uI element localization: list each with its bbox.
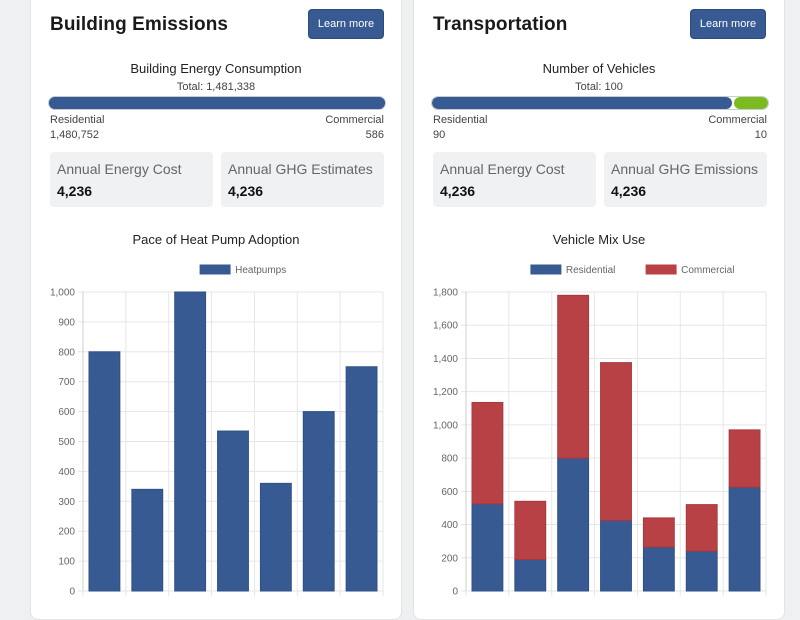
transport-learn-more-button[interactable]: Learn more — [690, 9, 766, 39]
vehicles-bar — [432, 97, 768, 109]
heat-pump-chart: Heatpumps 0 100 200 300 400 500 600 700 800 900 1,0… — [50, 264, 384, 598]
bar-residential — [514, 558, 547, 592]
y-tick-label: 1,600 — [433, 321, 458, 332]
y-tick-label: 800 — [441, 454, 458, 465]
bar-residential — [557, 457, 590, 592]
legend-label: Heatpumps — [235, 265, 286, 276]
stat-value: 4,236 — [440, 183, 476, 199]
bar-heatpumps — [131, 488, 164, 592]
vehicles-residential-fill — [432, 97, 733, 109]
building-consumption-title: Building Energy Consumption — [130, 61, 302, 76]
stat-label: Annual Energy Cost — [57, 161, 182, 177]
y-tick-label: 1,800 — [433, 288, 458, 299]
building-ghg-box: Annual GHG Estimates 4,236 — [221, 152, 384, 207]
bar-residential — [728, 486, 761, 592]
vehicles-total: Total: 100 — [575, 81, 623, 93]
bar-commercial — [642, 517, 675, 548]
building-residential-label: Residential — [50, 114, 105, 126]
y-tick-label: 400 — [58, 467, 75, 478]
stat-label: Annual GHG Estimates — [228, 161, 373, 177]
building-residential-value: 1,480,752 — [50, 129, 99, 141]
legend-swatch — [199, 264, 231, 275]
building-residential-fill — [49, 97, 385, 109]
building-commercial-label: Commercial — [325, 114, 384, 126]
building-energy-cost-box: Annual Energy Cost 4,236 — [50, 152, 213, 207]
bar-heatpumps — [345, 366, 378, 592]
bar-commercial — [557, 294, 590, 459]
legend-label: Residential — [566, 265, 615, 276]
heat-pump-chart-title: Pace of Heat Pump Adoption — [132, 232, 300, 247]
y-tick-label: 400 — [441, 520, 458, 531]
building-total: Total: 1,481,338 — [176, 81, 256, 93]
y-tick-label: 200 — [58, 527, 75, 538]
y-tick-label: 1,400 — [433, 354, 458, 365]
y-tick-label: 1,200 — [433, 387, 458, 398]
y-tick-label: 1,000 — [50, 288, 75, 299]
bar-commercial — [514, 500, 547, 560]
transportation-title: Transportation — [433, 14, 568, 35]
y-tick-label: 900 — [58, 317, 75, 328]
bar-commercial — [471, 401, 504, 505]
building-emissions-title: Building Emissions — [50, 14, 229, 35]
transport-energy-cost-box: Annual Energy Cost 4,236 — [433, 152, 596, 207]
y-tick-label: 500 — [58, 437, 75, 448]
bar-heatpumps — [174, 291, 207, 592]
vehicles-commercial-fill — [734, 97, 768, 109]
bar-heatpumps — [88, 351, 121, 592]
stat-value: 4,236 — [611, 183, 647, 199]
bar-commercial — [685, 504, 718, 552]
stat-value: 4,236 — [57, 183, 93, 199]
transport-ghg-box: Annual GHG Emissions 4,236 — [604, 152, 767, 207]
stat-value: 4,236 — [228, 183, 264, 199]
legend-swatch — [645, 264, 677, 275]
stat-label: Annual Energy Cost — [440, 161, 565, 177]
legend-swatch — [530, 264, 562, 275]
y-tick-label: 300 — [58, 497, 75, 508]
bar-heatpumps — [302, 411, 335, 592]
legend-label: Commercial — [681, 265, 734, 276]
vehicle-mix-chart-title: Vehicle Mix Use — [552, 232, 646, 247]
vehicle-mix-chart: Residential Commercial 0 200 400 600 800 1,000 1… — [433, 264, 767, 598]
y-tick-label: 0 — [452, 587, 458, 598]
building-learn-more-button[interactable]: Learn more — [308, 9, 384, 39]
y-tick-label: 700 — [58, 377, 75, 388]
bar-heatpumps — [217, 430, 249, 592]
building-consumption-bar — [49, 97, 385, 109]
bar-commercial — [728, 429, 761, 488]
vehicles-residential-value: 90 — [433, 129, 446, 141]
vehicles-residential-label: Residential — [433, 114, 488, 126]
y-tick-label: 0 — [69, 587, 75, 598]
y-tick-label: 800 — [58, 347, 75, 358]
y-tick-label: 100 — [58, 557, 75, 568]
y-tick-label: 1,000 — [433, 420, 458, 431]
bar-residential — [600, 519, 632, 592]
transportation-card: Transportation Learn more Number of Vehi… — [413, 0, 785, 620]
bar-heatpumps — [259, 482, 292, 592]
bar-residential — [471, 503, 504, 592]
bar-residential — [642, 546, 675, 592]
vehicles-commercial-value: 10 — [754, 129, 767, 141]
vehicles-commercial-label: Commercial — [708, 114, 767, 126]
y-tick-label: 600 — [58, 407, 75, 418]
y-tick-label: 600 — [441, 487, 458, 498]
bar-commercial — [600, 362, 632, 521]
vehicles-title: Number of Vehicles — [542, 61, 656, 76]
bar-residential — [685, 550, 718, 592]
stat-label: Annual GHG Emissions — [611, 161, 759, 177]
building-commercial-value: 586 — [365, 129, 384, 141]
building-emissions-card: Building Emissions Learn more Building E… — [30, 0, 402, 620]
y-tick-label: 200 — [441, 553, 458, 564]
